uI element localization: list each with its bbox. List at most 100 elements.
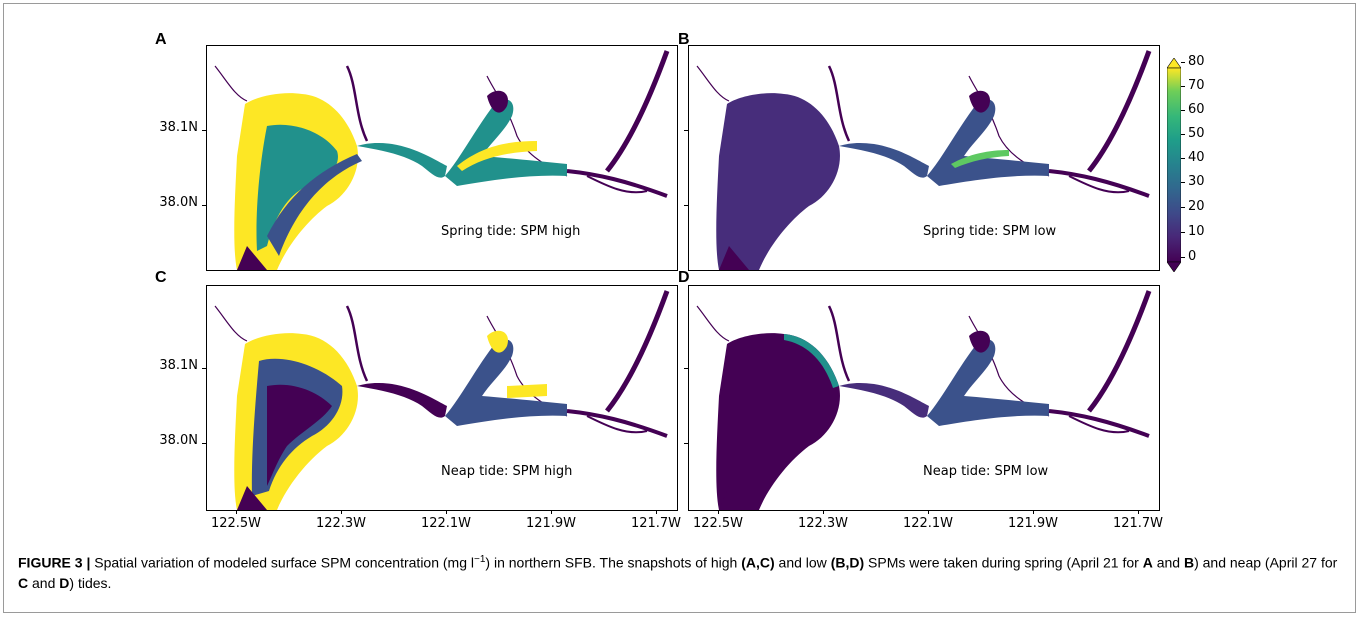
delta-channel <box>1048 169 1150 198</box>
colorbar-tick <box>1181 207 1185 208</box>
colorbar-tick <box>1181 257 1185 258</box>
y-tick <box>684 205 688 206</box>
river-line <box>696 65 730 102</box>
colorbar-tick-label: 70 <box>1188 78 1205 93</box>
colorbar-tick-label: 20 <box>1188 199 1205 214</box>
x-tick-label: 121.9W <box>525 516 577 531</box>
grizzly-bay <box>487 330 508 353</box>
x-tick <box>446 510 447 514</box>
x-tick-label: 122.5W <box>692 516 744 531</box>
colorbar-tick-label: 0 <box>1188 249 1197 264</box>
lower-bay <box>719 486 749 510</box>
panel-letter-d: D <box>678 269 690 286</box>
grizzly-bay <box>487 90 508 113</box>
strait-region <box>839 142 929 178</box>
bay-region <box>267 384 332 486</box>
y-tick-label: 38.0N <box>159 433 198 448</box>
y-tick <box>684 130 688 131</box>
caption-ref: A <box>1142 554 1153 571</box>
river-line <box>605 50 670 173</box>
x-tick <box>1138 510 1139 514</box>
bay-edge <box>784 334 839 388</box>
x-tick <box>551 510 552 514</box>
caption-text: and <box>28 574 60 591</box>
panel-label-b: Spring tide: SPM low <box>923 224 1057 239</box>
colorbar-tick-label: 80 <box>1188 54 1205 69</box>
lower-bay <box>719 246 749 270</box>
spm-map-c <box>214 290 670 510</box>
colorbar-tick <box>1181 182 1185 183</box>
river-line <box>605 290 670 413</box>
suisun-region <box>445 339 567 426</box>
delta-channel <box>566 409 668 438</box>
suisun-region <box>927 99 1049 186</box>
caption-text: and low <box>774 554 831 571</box>
caption-ref: D <box>59 574 70 591</box>
map-panel-d: Neap tide: SPM low <box>688 285 1160 511</box>
suisun-hotspot <box>457 141 537 171</box>
caption-ref: (B,D) <box>830 554 865 571</box>
colorbar <box>1166 57 1182 276</box>
y-tick <box>202 443 206 444</box>
delta-channel <box>586 415 648 434</box>
x-tick <box>1033 510 1034 514</box>
colorbar-tick <box>1181 232 1185 233</box>
colorbar-tick-label: 10 <box>1188 224 1205 239</box>
panel-letter-a: A <box>155 31 167 48</box>
caption-text: SPMs were taken during spring (April 21 … <box>864 554 1143 571</box>
x-tick <box>928 510 929 514</box>
grizzly-bay <box>969 90 990 113</box>
lower-bay <box>237 246 267 270</box>
x-tick-label: 122.3W <box>315 516 367 531</box>
x-tick <box>823 510 824 514</box>
map-panel-a: Spring tide: SPM high <box>206 45 678 271</box>
x-tick <box>236 510 237 514</box>
panel-letter-c: C <box>155 269 167 286</box>
colorbar-gradient <box>1166 57 1182 273</box>
caption-text: ) tides. <box>69 574 112 591</box>
y-tick-label: 38.0N <box>159 195 198 210</box>
bay-region <box>716 93 840 270</box>
river-line <box>345 305 369 382</box>
x-tick-label: 121.9W <box>1007 516 1059 531</box>
caption-ref: B <box>1183 554 1195 571</box>
y-tick <box>202 130 206 131</box>
grizzly-bay <box>969 330 990 353</box>
caption-figure-label: FIGURE 3 | <box>18 554 91 571</box>
panel-label-c: Neap tide: SPM high <box>441 464 573 479</box>
colorbar-tick-label: 50 <box>1188 126 1205 141</box>
y-tick-label: 38.1N <box>159 120 198 135</box>
strait-region <box>357 142 447 178</box>
y-tick <box>684 443 688 444</box>
colorbar-tick <box>1181 86 1185 87</box>
map-panel-b: Spring tide: SPM low <box>688 45 1160 271</box>
river-line <box>827 305 851 382</box>
delta-channel <box>1068 175 1130 194</box>
strait-region <box>839 382 929 418</box>
suisun-hotspot <box>507 384 547 398</box>
river-line <box>1087 50 1152 173</box>
river-line <box>696 305 730 342</box>
figure-caption: FIGURE 3 | Spatial variation of modeled … <box>18 550 1338 593</box>
caption-text: ) and neap (April 27 for <box>1194 554 1338 571</box>
delta-channel <box>566 169 668 198</box>
colorbar-tick <box>1181 110 1185 111</box>
colorbar-tick-label: 40 <box>1188 150 1205 165</box>
panel-label-a: Spring tide: SPM high <box>441 224 581 239</box>
x-tick-label: 121.7W <box>630 516 682 531</box>
river-line <box>214 305 248 342</box>
bay-region <box>716 333 840 510</box>
delta-channel <box>1048 409 1150 438</box>
panel-label-d: Neap tide: SPM low <box>923 464 1049 479</box>
suisun-hotspot <box>951 150 1009 168</box>
x-tick <box>718 510 719 514</box>
bay-region <box>256 124 338 251</box>
bay-channel <box>267 154 362 256</box>
suisun-region <box>445 99 567 186</box>
colorbar-tick <box>1181 158 1185 159</box>
y-tick <box>202 205 206 206</box>
colorbar-tick-label: 30 <box>1188 174 1205 189</box>
y-tick-label: 38.1N <box>159 358 198 373</box>
caption-text: and <box>1152 554 1184 571</box>
river-line <box>345 65 369 142</box>
